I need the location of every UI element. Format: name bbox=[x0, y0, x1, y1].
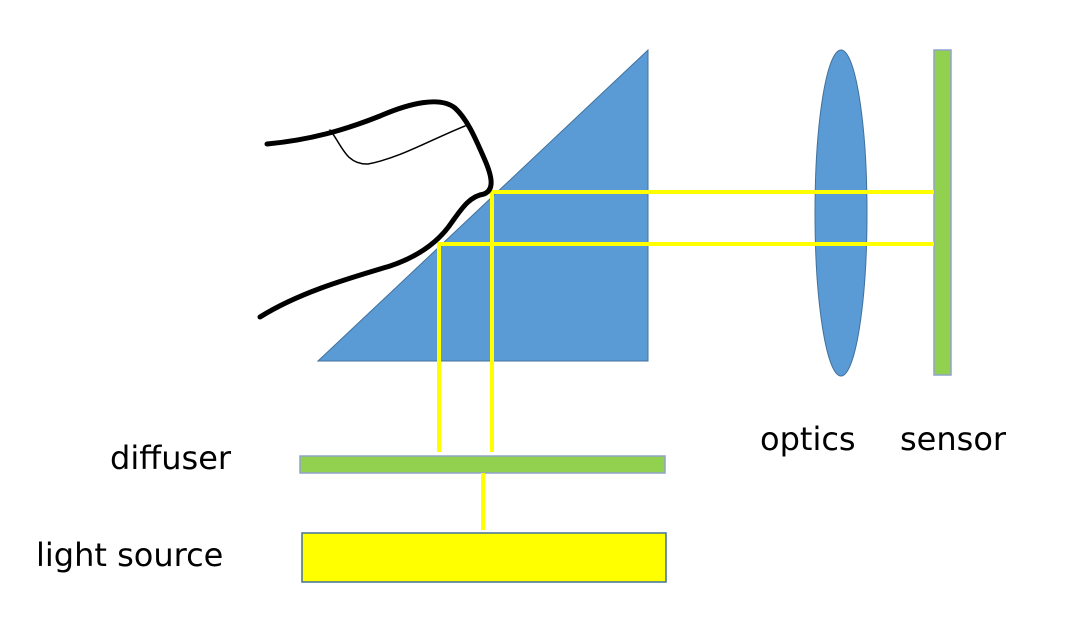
light-source-box bbox=[301, 532, 667, 583]
ray-path-lower bbox=[437, 242, 934, 452]
finger-icon bbox=[257, 99, 494, 320]
diffuser-bar bbox=[299, 455, 666, 474]
sensor-label: sensor bbox=[900, 420, 1007, 458]
finger-outline bbox=[257, 99, 494, 320]
optics-lens bbox=[814, 49, 868, 377]
fingernail-line bbox=[329, 125, 466, 165]
light-source-label: light source bbox=[36, 536, 224, 574]
optics-label: optics bbox=[760, 420, 856, 458]
ray-path-upper bbox=[490, 190, 934, 452]
prism bbox=[316, 48, 649, 362]
sensor-bar bbox=[933, 49, 952, 376]
diffuser-label: diffuser bbox=[110, 439, 232, 477]
light-rays bbox=[437, 190, 934, 530]
